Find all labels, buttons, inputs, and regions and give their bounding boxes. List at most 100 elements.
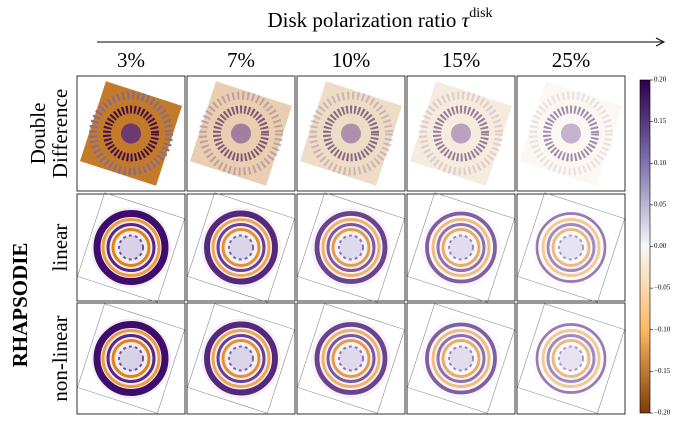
core [118, 345, 144, 372]
ring [103, 105, 159, 162]
colorbar-tick-label: 0.00 [654, 242, 667, 250]
row-label: Difference [48, 89, 72, 178]
core [231, 123, 251, 144]
figure-title: Disk polarization ratio τdisk [267, 6, 492, 32]
ring [216, 223, 266, 272]
ring [321, 218, 381, 277]
ring [331, 339, 371, 378]
ring [541, 329, 601, 388]
field-outline [297, 192, 405, 303]
noise-field [189, 81, 293, 186]
panel [406, 75, 516, 192]
panel [76, 192, 186, 303]
ring [204, 210, 278, 285]
ring [204, 321, 278, 396]
ring [331, 228, 371, 267]
ring [425, 211, 497, 284]
ring [211, 329, 271, 388]
field-outline [407, 303, 515, 414]
ring [216, 334, 266, 383]
core [448, 345, 474, 372]
panel [406, 192, 516, 303]
core [338, 234, 364, 261]
colorbar-tick-label: 0.15 [654, 117, 667, 125]
ring [221, 228, 261, 267]
arrow-head [655, 37, 666, 47]
core [558, 234, 584, 261]
ring [106, 223, 156, 272]
ring [436, 223, 486, 272]
column-label: 25% [552, 48, 591, 72]
ring [425, 322, 497, 395]
field-outline [297, 303, 405, 414]
ring [326, 334, 376, 383]
row-label: linear [48, 224, 72, 272]
colorbar-tick-label: −0.15 [654, 367, 671, 375]
field-outline [77, 303, 185, 414]
field-outline [77, 192, 185, 303]
panel [76, 302, 186, 415]
field-outline [517, 303, 625, 414]
noise-field [519, 81, 623, 186]
panel [186, 75, 296, 192]
field-outline [407, 192, 515, 303]
row-label: Double [26, 103, 50, 165]
field-outline [187, 192, 295, 303]
ring [326, 223, 376, 272]
ring [551, 339, 591, 378]
core [338, 345, 364, 372]
panel [76, 75, 186, 192]
ring [111, 228, 151, 267]
colorbar-tick-label: −0.10 [654, 325, 671, 333]
panel [296, 75, 406, 192]
panel-frame [186, 75, 296, 192]
core [448, 234, 474, 261]
field-outline [517, 192, 625, 303]
ring [101, 329, 161, 388]
panel-frame [296, 75, 406, 192]
ring [431, 218, 491, 277]
colorbar-tick-label: −0.05 [654, 284, 671, 292]
ring [419, 91, 503, 176]
ring [323, 105, 379, 162]
ring [321, 329, 381, 388]
column-label: 15% [442, 48, 481, 72]
noise-field [409, 81, 513, 186]
ring [551, 228, 591, 267]
ring [93, 321, 169, 396]
noise-field [299, 81, 403, 186]
ring [111, 339, 151, 378]
ring [535, 323, 607, 394]
colorbar-tick-label: −0.20 [654, 409, 671, 417]
ring [431, 329, 491, 388]
ring [546, 223, 596, 272]
panel [516, 302, 626, 415]
core [561, 123, 581, 144]
core [451, 123, 471, 144]
ring [441, 339, 481, 378]
ring [89, 91, 173, 176]
ring [541, 218, 601, 277]
row-label: non-linear [48, 315, 72, 401]
colorbar-tick-label: 0.10 [654, 159, 667, 167]
panel [516, 192, 626, 303]
column-label: 3% [117, 48, 145, 72]
ring [101, 218, 161, 277]
ring [106, 334, 156, 383]
ring [221, 339, 261, 378]
core [558, 345, 584, 372]
core [228, 345, 254, 372]
core [341, 123, 361, 144]
ring [546, 334, 596, 383]
panel [516, 75, 626, 192]
row-group-label: RHAPSODIE [8, 243, 32, 368]
core [121, 123, 141, 144]
core [118, 234, 144, 261]
ring [441, 228, 481, 267]
field-outline [187, 303, 295, 414]
panel [296, 192, 406, 303]
ring [436, 334, 486, 383]
panel [186, 192, 296, 303]
ring [535, 212, 607, 283]
